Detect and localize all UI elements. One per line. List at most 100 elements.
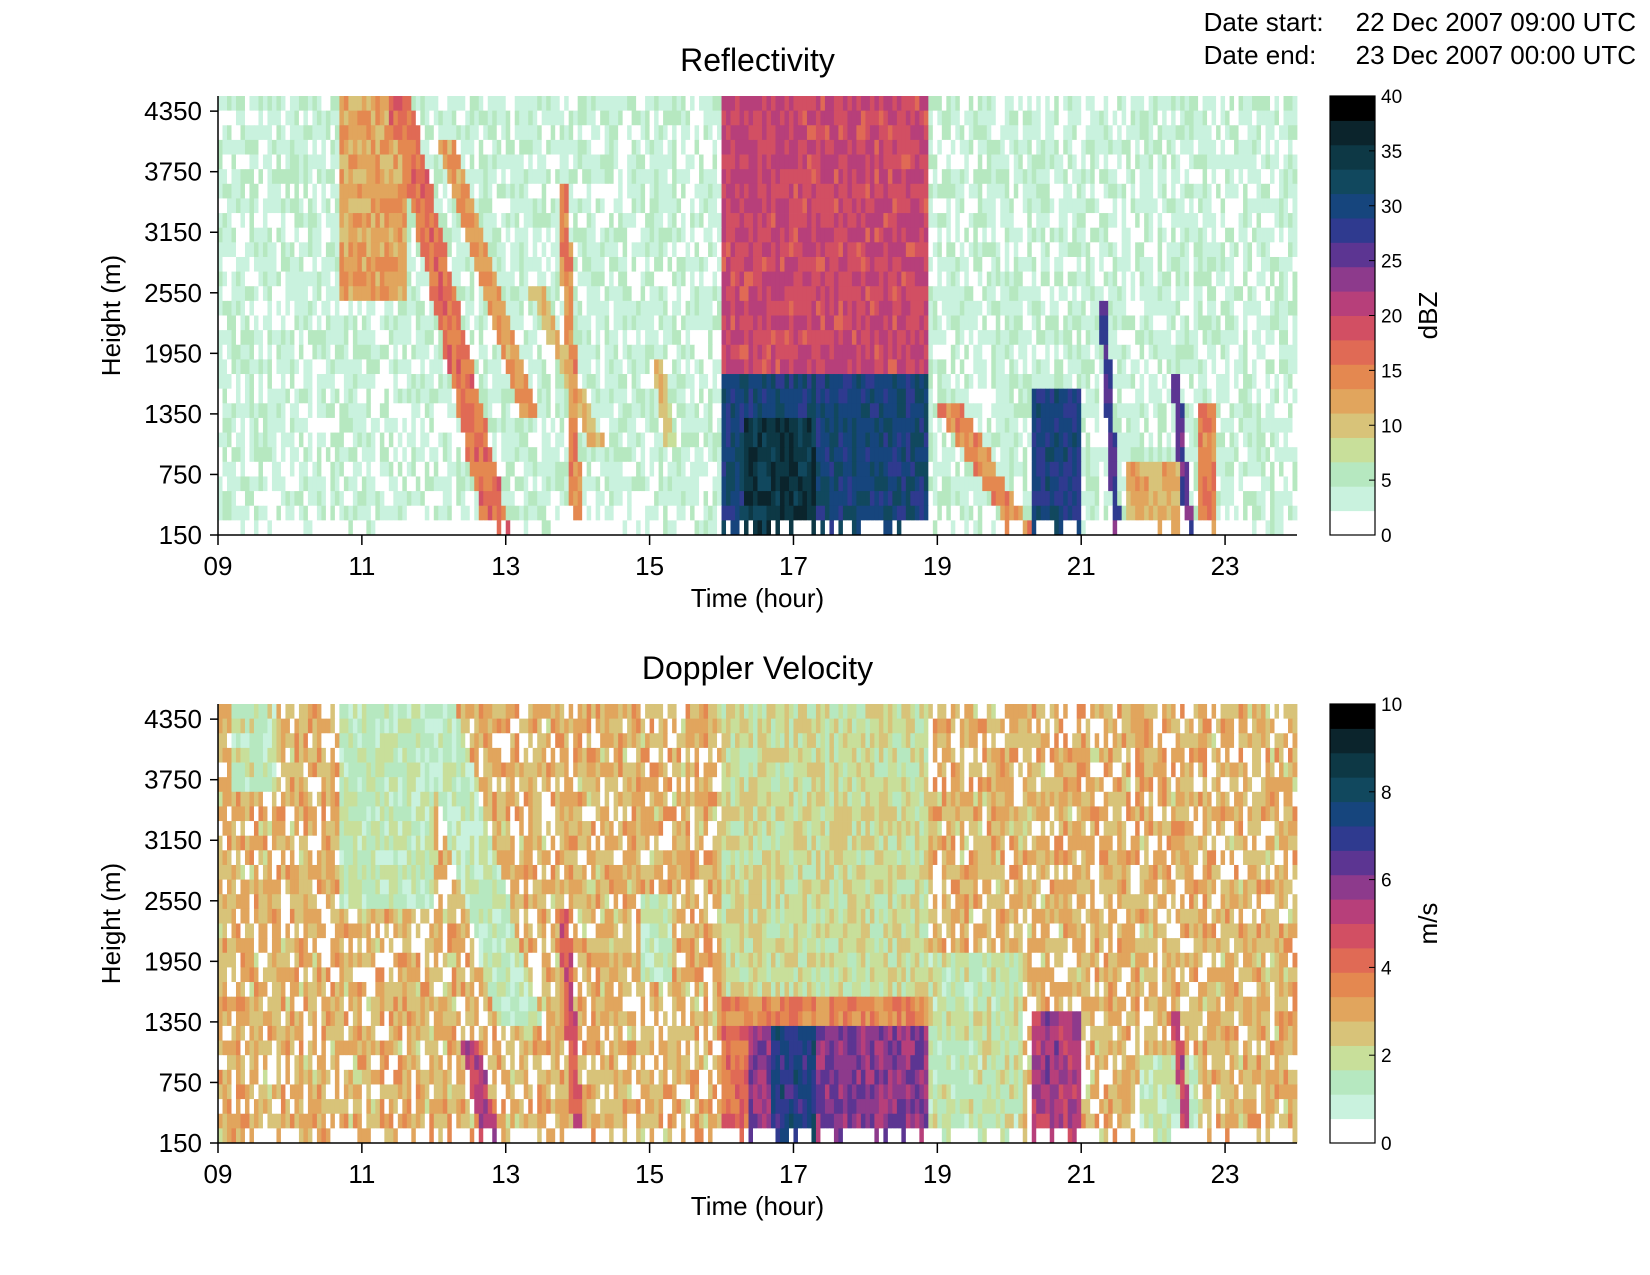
heatmap-cell [1148,96,1154,112]
heatmap-cell [613,154,619,170]
heatmap-cell [325,374,331,390]
heatmap-cell [271,242,277,258]
heatmap-cell [901,315,907,331]
heatmap-cell [465,154,471,170]
heatmap-cell [375,198,381,214]
heatmap-cell [465,286,471,302]
heatmap-cell [694,154,700,170]
heatmap-cell [757,388,763,404]
heatmap-cell [595,96,601,112]
heatmap-cell [267,227,273,243]
heatmap-cell [1103,359,1109,375]
heatmap-cell [1238,286,1244,302]
heatmap-cell [1198,213,1203,229]
heatmap-cell [244,374,250,390]
heatmap-cell [721,139,727,155]
heatmap-cell [1265,286,1271,302]
heatmap-cell [739,227,745,243]
heatmap-cell [361,139,367,155]
heatmap-cell [739,256,745,272]
heatmap-cell [1000,315,1006,331]
heatmap-cell [959,139,965,155]
heatmap-cell [244,213,250,229]
heatmap-cell [982,286,988,302]
heatmap-cell [379,256,385,272]
heatmap-cell [487,374,493,390]
heatmap-cell [276,315,282,331]
heatmap-cell [1153,374,1159,390]
heatmap-cell [528,344,534,360]
heatmap-cell [1234,256,1239,272]
heatmap-cell [240,227,246,243]
heatmap-cell [1261,256,1266,272]
heatmap-cell [433,125,439,141]
heatmap-cell [829,271,835,287]
heatmap-cell [1252,344,1257,360]
heatmap-cell [735,374,740,390]
heatmap-cell [433,271,439,287]
heatmap-cell [307,139,313,155]
heatmap-cell [932,242,938,258]
heatmap-cell [1049,256,1055,272]
heatmap-cell [253,359,259,375]
heatmap-cell [878,374,884,390]
heatmap-cell [343,96,349,112]
heatmap-cell [892,271,898,287]
heatmap-cell [249,359,255,375]
heatmap-cell [289,110,295,126]
heatmap-cell [946,198,952,214]
heatmap-cell [694,139,700,155]
heatmap-cell [1279,96,1284,112]
heatmap-cell [672,139,677,155]
heatmap-cell [1171,227,1177,243]
heatmap-cell [878,359,884,375]
heatmap-cell [510,242,516,258]
heatmap-cell [1274,139,1280,155]
heatmap-cell [1000,169,1006,185]
heatmap-cell [393,388,399,404]
heatmap-cell [932,388,938,404]
heatmap-cell [991,183,997,199]
heatmap-cell [438,286,444,302]
heatmap-cell [523,344,529,360]
heatmap-cell [294,139,300,155]
heatmap-cell [325,154,331,170]
heatmap-cell [1265,374,1271,390]
heatmap-cell [1058,271,1064,287]
heatmap-cell [753,227,758,243]
heatmap-cell [487,213,493,229]
heatmap-cell [618,286,624,302]
heatmap-cell [411,256,417,272]
heatmap-cell [316,344,322,360]
heatmap-cell [685,271,691,287]
heatmap-cell [1058,344,1064,360]
heatmap-cell [280,154,286,170]
heatmap-cell [1022,315,1028,331]
heatmap-cell [541,344,547,360]
heatmap-cell [977,213,983,229]
heatmap-cell [901,286,907,302]
heatmap-cell [784,359,790,375]
heatmap-cell [586,330,592,346]
heatmap-cell [1171,256,1177,272]
heatmap-cell [847,256,853,272]
heatmap-cell [1027,374,1033,390]
heatmap-cell [582,344,588,360]
heatmap-cell [1216,96,1221,112]
heatmap-cell [523,256,529,272]
heatmap-cell [973,271,979,287]
heatmap-cell [941,139,947,155]
heatmap-cell [1000,154,1006,170]
heatmap-cell [222,300,228,316]
heatmap-cell [343,110,349,126]
heatmap-cell [352,154,358,170]
heatmap-cell [779,344,785,360]
heatmap-cell [1045,256,1051,272]
heatmap-cell [613,344,619,360]
heatmap-cell [950,154,956,170]
heatmap-cell [811,227,817,243]
heatmap-cell [950,300,956,316]
heatmap-cell [622,388,628,404]
heatmap-cell [226,330,232,346]
heatmap-cell [550,213,556,229]
